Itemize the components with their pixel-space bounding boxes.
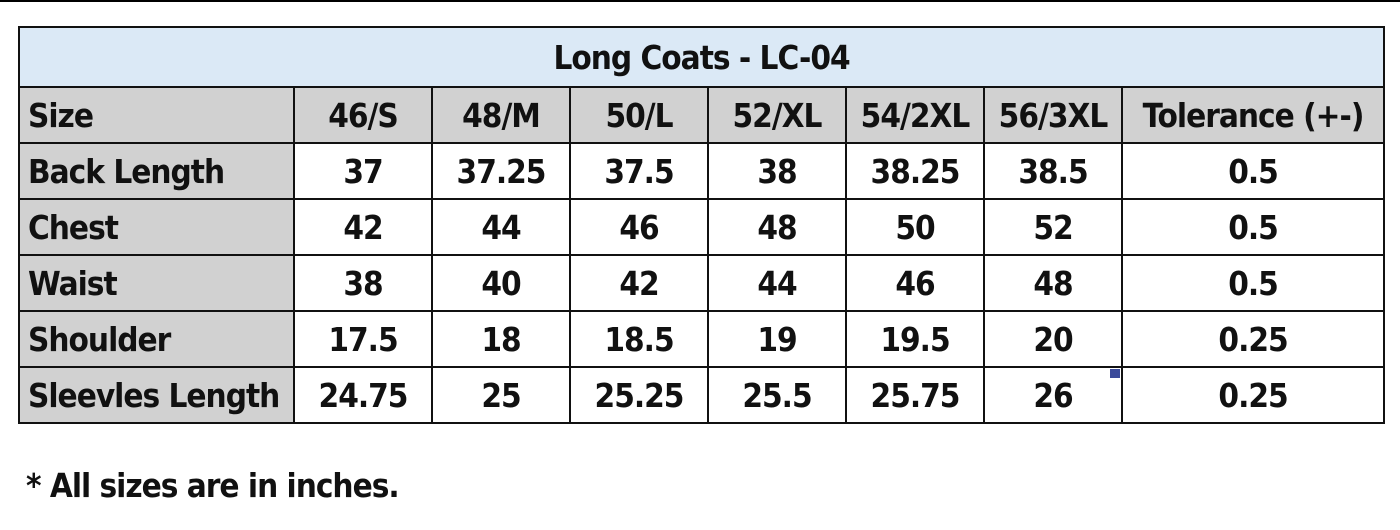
size-chart-table: Long Coats - LC-04 Size 46/S 48/M 50/L 5… bbox=[17, 26, 1386, 424]
tolerance-cell: 0.25 bbox=[1120, 366, 1386, 424]
tolerance-cell: 0.5 bbox=[1120, 198, 1386, 256]
table-cell: 20 bbox=[983, 310, 1123, 368]
title-row: Long Coats - LC-04 bbox=[17, 26, 1386, 88]
size-header: 46/S bbox=[293, 86, 433, 144]
table-cell: 18.5 bbox=[569, 310, 709, 368]
table-cell: 24.75 bbox=[293, 366, 433, 424]
header-label: Size bbox=[18, 86, 295, 144]
size-header: 56/3XL bbox=[983, 86, 1123, 144]
size-header: 50/L bbox=[569, 86, 709, 144]
table-cell: 17.5 bbox=[293, 310, 433, 368]
table-cell: 25.5 bbox=[707, 366, 847, 424]
table-cell: 42 bbox=[569, 254, 709, 312]
table-cell: 42 bbox=[293, 198, 433, 256]
top-border bbox=[0, 0, 1400, 2]
table-row: Shoulder 17.5 18 18.5 19 19.5 20 0.25 bbox=[18, 310, 1386, 368]
size-header: 48/M bbox=[431, 86, 571, 144]
footnote: * All sizes are in inches. bbox=[26, 466, 400, 505]
table-cell: 25 bbox=[431, 366, 571, 424]
table-cell: 44 bbox=[707, 254, 847, 312]
row-label: Waist bbox=[18, 254, 295, 312]
table-cell: 25.75 bbox=[845, 366, 985, 424]
row-label: Back Length bbox=[18, 142, 295, 200]
table-cell: 18 bbox=[431, 310, 571, 368]
row-label: Sleevles Length bbox=[18, 366, 295, 424]
table-cell: 25.25 bbox=[569, 366, 709, 424]
size-header: 52/XL bbox=[707, 86, 847, 144]
table-cell: 50 bbox=[845, 198, 985, 256]
table-cell: 46 bbox=[569, 198, 709, 256]
table-row: Back Length 37 37.25 37.5 38 38.25 38.5 … bbox=[18, 142, 1386, 200]
tolerance-cell: 0.5 bbox=[1120, 142, 1386, 200]
table-cell: 44 bbox=[431, 198, 571, 256]
table-cell: 37 bbox=[293, 142, 433, 200]
table-cell: 38 bbox=[707, 142, 847, 200]
header-row: Size 46/S 48/M 50/L 52/XL 54/2XL 56/3XL … bbox=[18, 86, 1386, 144]
table-cell: 19.5 bbox=[845, 310, 985, 368]
table-title: Long Coats - LC-04 bbox=[17, 26, 1386, 88]
table-cell: 40 bbox=[431, 254, 571, 312]
tolerance-header: Tolerance (+-) bbox=[1120, 86, 1386, 144]
row-label: Chest bbox=[18, 198, 295, 256]
table-cell: 38.5 bbox=[983, 142, 1123, 200]
table-cell: 19 bbox=[707, 310, 847, 368]
table-cell: 48 bbox=[983, 254, 1123, 312]
tolerance-cell: 0.25 bbox=[1120, 310, 1386, 368]
table-cell: 37.25 bbox=[431, 142, 571, 200]
table-cell: 26 bbox=[983, 366, 1123, 424]
table-cell: 37.5 bbox=[569, 142, 709, 200]
table-row: Sleevles Length 24.75 25 25.25 25.5 25.7… bbox=[18, 366, 1386, 424]
size-header: 54/2XL bbox=[845, 86, 985, 144]
table-cell: 48 bbox=[707, 198, 847, 256]
row-label: Shoulder bbox=[18, 310, 295, 368]
table-cell: 52 bbox=[983, 198, 1123, 256]
table-row: Waist 38 40 42 44 46 48 0.5 bbox=[18, 254, 1386, 312]
table-cell: 46 bbox=[845, 254, 985, 312]
table-row: Chest 42 44 46 48 50 52 0.5 bbox=[18, 198, 1386, 256]
selection-handle-marker bbox=[1110, 369, 1120, 378]
table-cell: 38.25 bbox=[845, 142, 985, 200]
tolerance-cell: 0.5 bbox=[1120, 254, 1386, 312]
table-cell: 38 bbox=[293, 254, 433, 312]
